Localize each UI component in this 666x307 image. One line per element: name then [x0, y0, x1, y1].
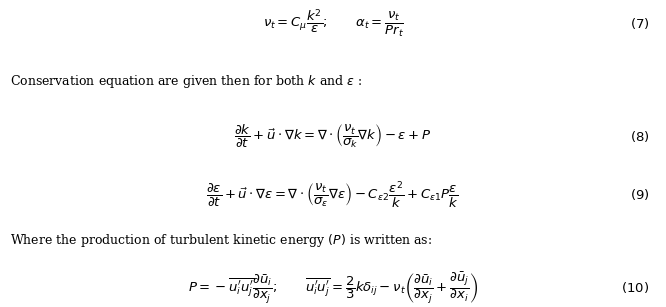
Text: $P = -\overline{u_i' u_j'} \dfrac{\partial \bar{u}_i}{\partial x_j};\qquad \over: $P = -\overline{u_i' u_j'} \dfrac{\parti…: [188, 270, 478, 305]
Text: $\nu_t = C_\mu \dfrac{k^2}{\varepsilon};\qquad \alpha_t = \dfrac{\nu_t}{Pr_t}$: $\nu_t = C_\mu \dfrac{k^2}{\varepsilon};…: [262, 7, 404, 39]
Text: $(9)$: $(9)$: [630, 188, 649, 202]
Text: $\dfrac{\partial k}{\partial t} + \vec{u} \cdot \nabla k = \nabla \cdot \left( \: $\dfrac{\partial k}{\partial t} + \vec{u…: [234, 123, 432, 150]
Text: Conservation equation are given then for both $k$ and $\varepsilon$ :: Conservation equation are given then for…: [10, 73, 362, 90]
Text: $(7)$: $(7)$: [630, 16, 649, 30]
Text: Where the production of turbulent kinetic energy $(P)$ is written as:: Where the production of turbulent kineti…: [10, 232, 432, 250]
Text: $\dfrac{\partial \varepsilon}{\partial t} + \vec{u} \cdot \nabla \varepsilon = \: $\dfrac{\partial \varepsilon}{\partial t…: [206, 180, 460, 210]
Text: $(8)$: $(8)$: [630, 129, 649, 144]
Text: $(10)$: $(10)$: [621, 280, 649, 295]
